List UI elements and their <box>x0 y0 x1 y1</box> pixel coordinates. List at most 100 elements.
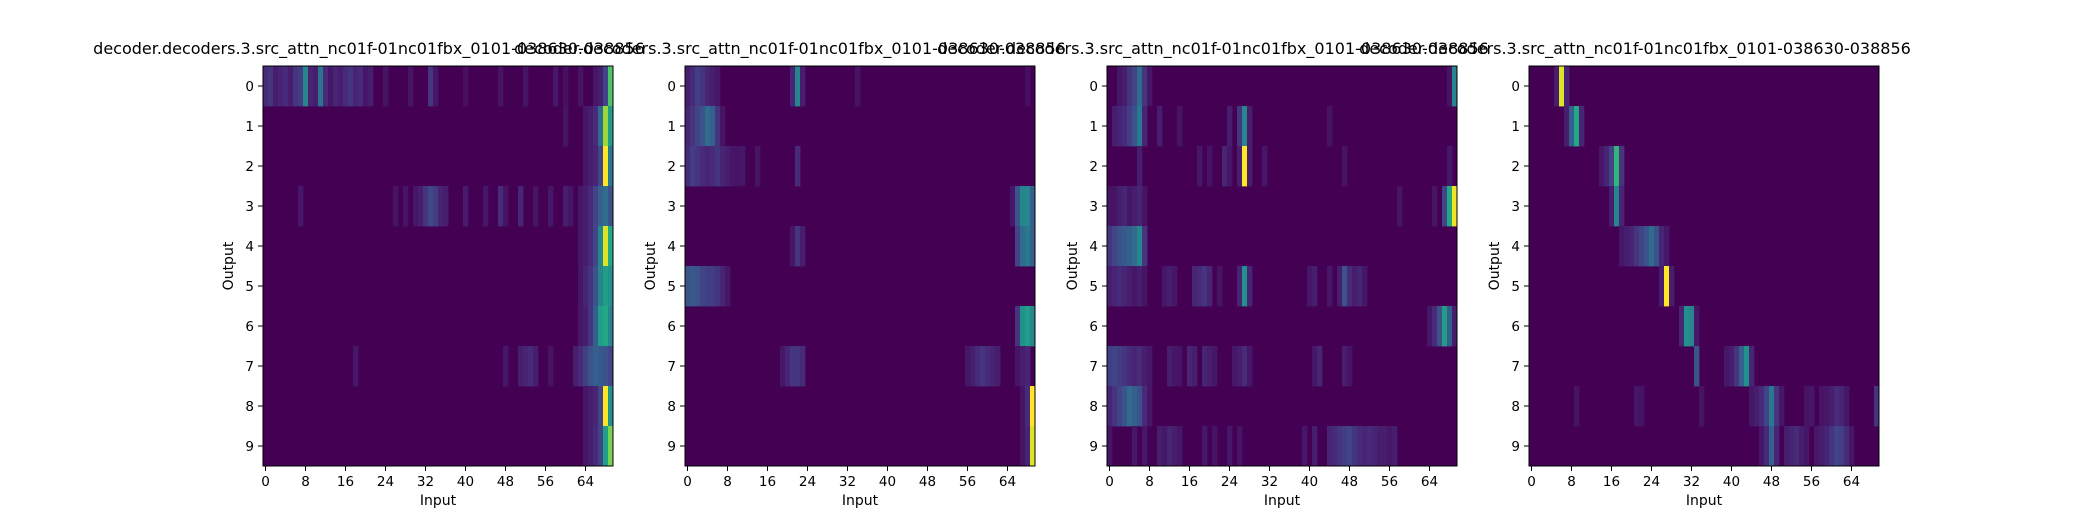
heatmap-cell <box>533 346 539 387</box>
heatmap-cell <box>690 66 696 107</box>
heatmap-cell <box>1207 346 1213 387</box>
x-tick-label: 16 <box>1603 474 1620 490</box>
heatmap-cell <box>1784 426 1790 467</box>
heatmap-cell <box>1227 106 1233 147</box>
heatmap-cell <box>1142 346 1148 387</box>
heatmap-cell <box>1347 346 1353 387</box>
heatmap-cell <box>1117 266 1123 307</box>
heatmap-cell <box>1554 66 1560 107</box>
heatmap-cell <box>685 66 691 107</box>
heatmap-cell <box>1432 306 1438 347</box>
heatmap-cell <box>1202 426 1208 467</box>
heatmap-cell <box>1352 426 1358 467</box>
y-tick-label: 4 <box>1089 239 1098 255</box>
heatmap-cell <box>333 66 339 107</box>
heatmap-cell <box>1342 266 1348 307</box>
x-axis-label: Input <box>420 493 457 509</box>
heatmap-cell <box>603 226 609 267</box>
heatmap-cell <box>1030 386 1036 427</box>
heatmap-cell <box>598 426 604 467</box>
heatmap-cell <box>725 266 731 307</box>
heatmap-cell <box>593 226 599 267</box>
heatmap-cell <box>720 266 726 307</box>
heatmap-cell <box>1804 426 1810 467</box>
heatmap-cell <box>1769 426 1775 467</box>
heatmap-cell <box>1649 226 1655 267</box>
heatmap-cell <box>1132 106 1138 147</box>
heatmap-cell <box>1112 186 1118 227</box>
heatmap-cell <box>1839 386 1845 427</box>
heatmap-cell <box>725 146 731 187</box>
heatmap-cell <box>1357 266 1363 307</box>
heatmap-cell <box>1117 66 1123 107</box>
heatmap-cell <box>1764 386 1770 427</box>
heatmap-cell <box>1020 386 1026 427</box>
heatmap-cell <box>1382 426 1388 467</box>
heatmap-cell <box>1312 346 1318 387</box>
heatmap-cell <box>1262 146 1268 187</box>
y-tick-label: 6 <box>245 319 254 335</box>
heatmap-cell <box>308 66 314 107</box>
heatmap-cell <box>1749 346 1755 387</box>
heatmap-cell <box>593 386 599 427</box>
heatmap-cell <box>1452 186 1458 227</box>
heatmap-cell <box>1117 186 1123 227</box>
heatmap-cell <box>598 386 604 427</box>
heatmap-cell <box>523 66 529 107</box>
heatmap-cell <box>1659 226 1665 267</box>
x-tick-label: 64 <box>1843 474 1860 490</box>
heatmap-cell <box>588 106 594 147</box>
heatmap-cell <box>588 426 594 467</box>
x-tick-label: 32 <box>1683 474 1700 490</box>
heatmap-cell <box>1117 386 1123 427</box>
heatmap-cell <box>1387 426 1393 467</box>
heatmap-cell <box>1614 186 1620 227</box>
heatmap-cell <box>1020 346 1026 387</box>
heatmap-cell <box>1362 266 1368 307</box>
heatmap-cell <box>1442 306 1448 347</box>
heatmap-cell <box>1579 106 1585 147</box>
heatmap-cell <box>563 106 569 147</box>
heatmap-cell <box>695 66 701 107</box>
heatmap-cell <box>1177 426 1183 467</box>
heatmap-cell <box>1015 186 1021 227</box>
heatmap-cell <box>1137 186 1143 227</box>
heatmap-cell <box>1122 226 1128 267</box>
panel-title: decoder.decoders.3.src_attn_nc01f-01nc01… <box>937 39 1489 59</box>
heatmap-cell <box>1834 426 1840 467</box>
heatmap-cell <box>980 346 986 387</box>
titles: decoder.decoders.3.src_attn_nc01f-01nc01… <box>93 39 1911 59</box>
heatmap-cell <box>695 146 701 187</box>
heatmap-cell <box>603 186 609 227</box>
heatmap-cell <box>593 426 599 467</box>
heatmap-cell <box>463 66 469 107</box>
heatmap-cell <box>1664 226 1670 267</box>
x-tick-label: 0 <box>1105 474 1114 490</box>
heatmap-cell <box>608 106 614 147</box>
heatmap-cell <box>518 186 524 227</box>
heatmap-cell <box>588 186 594 227</box>
heatmap-cell <box>1227 146 1233 187</box>
heatmap-cell <box>1819 386 1825 427</box>
heatmap-cell <box>1644 226 1650 267</box>
heatmap-cell <box>755 146 761 187</box>
heatmap-cell <box>1172 426 1178 467</box>
heatmap-cell <box>970 346 976 387</box>
heatmap-cell <box>1217 266 1223 307</box>
heatmap-cell <box>1117 346 1123 387</box>
heatmap-cell <box>1142 106 1148 147</box>
heatmap-cell <box>1122 346 1128 387</box>
heatmap-cell <box>985 346 991 387</box>
heatmap-cell <box>593 106 599 147</box>
heatmap-cell <box>1015 306 1021 347</box>
heatmap-cell <box>1020 306 1026 347</box>
heatmap-cell <box>1025 346 1031 387</box>
heatmap-cell <box>1122 66 1128 107</box>
y-tick-label: 9 <box>1511 439 1520 455</box>
plot-frame <box>684 65 1036 467</box>
heatmap-cell <box>553 66 559 107</box>
heatmap-cell <box>1452 306 1458 347</box>
